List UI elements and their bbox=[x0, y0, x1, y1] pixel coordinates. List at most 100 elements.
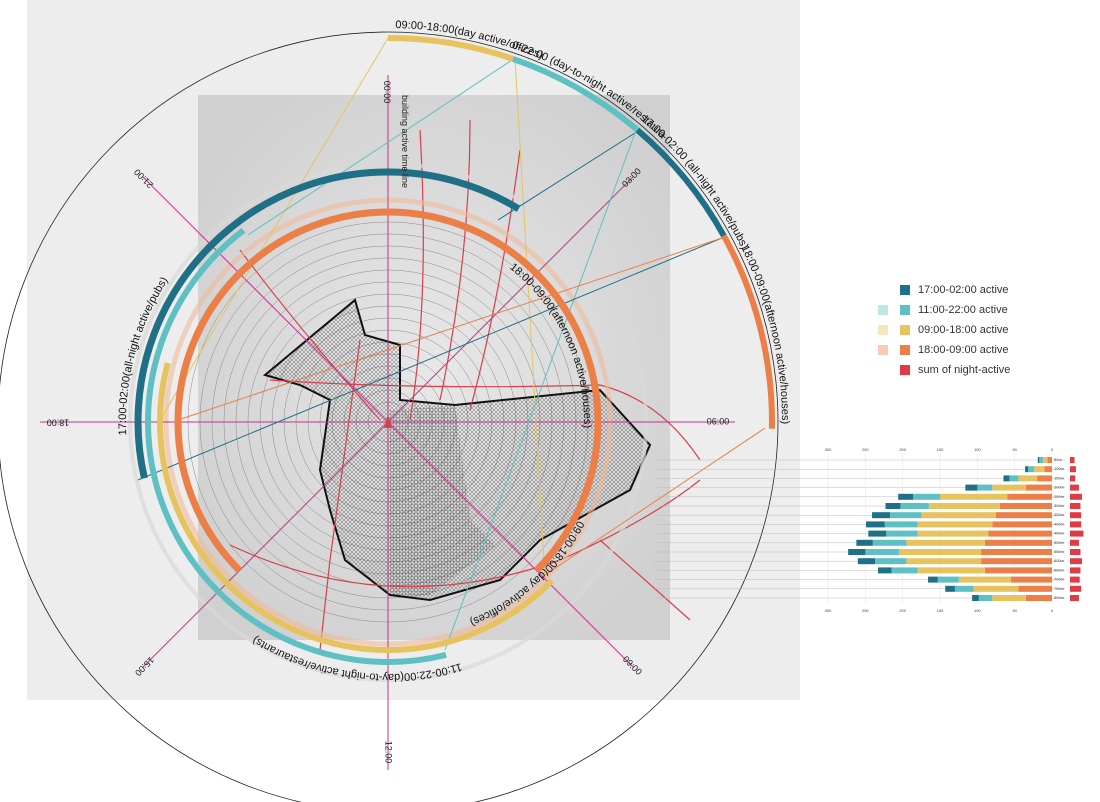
outer-circle bbox=[0, 31, 779, 802]
time-label: 18:00 bbox=[47, 418, 70, 428]
category-label: 250m bbox=[1054, 494, 1065, 499]
bar-segment bbox=[898, 493, 914, 500]
bar-segment bbox=[921, 512, 996, 519]
bar-segment bbox=[900, 503, 929, 509]
x-tick-label: 300 bbox=[825, 608, 832, 613]
legend-label: 11:00-22:00 active bbox=[918, 304, 1008, 316]
x-tick-label: 50 bbox=[1012, 608, 1017, 613]
category-label: 700m bbox=[1054, 577, 1065, 582]
bar-segment bbox=[917, 530, 989, 537]
x-tick-label: 100 bbox=[974, 608, 981, 613]
night-bar bbox=[1070, 512, 1082, 519]
x-tick-label: 0 bbox=[1051, 608, 1054, 613]
bar-segment bbox=[875, 558, 907, 565]
category-label: 50m bbox=[1054, 457, 1062, 462]
bar-segment bbox=[1037, 457, 1040, 463]
category-label: 800m bbox=[1054, 595, 1065, 600]
bar-segment bbox=[1044, 466, 1052, 473]
ring-arc bbox=[512, 56, 640, 133]
ring-arc bbox=[145, 227, 447, 665]
bar-segment bbox=[878, 567, 892, 574]
bar-segment bbox=[898, 549, 982, 555]
x-tick-label: 200 bbox=[899, 447, 906, 452]
night-bar bbox=[1070, 595, 1079, 601]
legend-label: 18:00-09:00 active bbox=[918, 344, 1009, 356]
x-tick-label: 200 bbox=[899, 608, 906, 613]
category-label: 150m bbox=[1054, 475, 1065, 480]
category-label: 200m bbox=[1054, 485, 1065, 490]
night-bar bbox=[1070, 493, 1082, 500]
dense-block bbox=[390, 405, 495, 595]
legend-swatch-light bbox=[878, 325, 888, 335]
category-label: 400m bbox=[1054, 521, 1065, 526]
bar-segment bbox=[1018, 475, 1038, 482]
night-bar bbox=[1070, 521, 1082, 528]
legend-swatch bbox=[900, 305, 910, 315]
bar-segment bbox=[1037, 475, 1052, 482]
category-label: 300m bbox=[1054, 503, 1065, 508]
connector-lines bbox=[137, 37, 766, 651]
bar-segment bbox=[1043, 457, 1048, 463]
bar-segment bbox=[906, 558, 982, 565]
legend-swatch-light bbox=[878, 345, 888, 355]
night-bar bbox=[1070, 466, 1076, 473]
night-bar bbox=[1070, 530, 1084, 537]
bar-segment bbox=[1028, 466, 1035, 473]
night-bar bbox=[1070, 576, 1080, 583]
category-label: 500m bbox=[1054, 540, 1065, 545]
legend-label: 09:00-18:00 active bbox=[918, 324, 1009, 336]
bar-segment bbox=[917, 567, 985, 574]
bar-segment bbox=[972, 595, 979, 601]
night-bar bbox=[1070, 567, 1081, 574]
x-tick-label: 50 bbox=[1012, 447, 1017, 452]
night-bar bbox=[1070, 549, 1081, 555]
category-label: 350m bbox=[1054, 512, 1065, 517]
time-label: 12:00 bbox=[384, 741, 394, 764]
x-tick-label: 250 bbox=[862, 608, 869, 613]
x-tick-label: 300 bbox=[825, 447, 832, 452]
legend-swatch-light bbox=[878, 305, 888, 315]
ring-arc bbox=[721, 234, 775, 429]
category-label: 650m bbox=[1054, 567, 1065, 572]
bar-segment bbox=[857, 558, 876, 565]
night-bar bbox=[1070, 558, 1082, 565]
legend-swatch bbox=[900, 365, 910, 375]
bar-segment bbox=[1039, 457, 1044, 463]
bar-segment bbox=[981, 558, 1052, 565]
category-label: 550m bbox=[1054, 549, 1065, 554]
bar-segment bbox=[885, 503, 901, 509]
roads bbox=[229, 119, 701, 651]
category-label: 100m bbox=[1054, 466, 1065, 471]
bar-segment bbox=[937, 576, 959, 583]
bar-segment bbox=[999, 503, 1052, 509]
bar-segment bbox=[868, 530, 887, 537]
ring-arc bbox=[134, 168, 521, 480]
x-tick-label: 100 bbox=[974, 447, 981, 452]
legend: 17:00-02:00 active 11:00-22:00 active 09:0… bbox=[878, 284, 1010, 376]
legend-swatch bbox=[900, 325, 910, 335]
bar-segment bbox=[992, 521, 1052, 528]
bar-segment bbox=[996, 512, 1052, 519]
night-bar bbox=[1070, 475, 1076, 482]
bar-segment bbox=[1018, 585, 1052, 592]
bar-segment bbox=[856, 539, 873, 546]
bar-segment bbox=[981, 549, 1052, 555]
ring-arc bbox=[157, 362, 555, 653]
bar-chart: 30030025025020020015015010010050500050m1… bbox=[825, 447, 1084, 613]
bar-segment bbox=[1034, 466, 1045, 473]
x-tick-label: 150 bbox=[937, 447, 944, 452]
legend-label: 17:00-02:00 active bbox=[918, 284, 1009, 296]
night-bar bbox=[1070, 585, 1082, 592]
bar-segment bbox=[1025, 466, 1029, 473]
bar-segment bbox=[1003, 475, 1010, 482]
bar-segment bbox=[865, 549, 899, 555]
bar-segment bbox=[977, 484, 993, 491]
bar-segment bbox=[940, 493, 1008, 500]
bar-segment bbox=[886, 530, 918, 537]
night-bar bbox=[1070, 539, 1079, 546]
bar-segment bbox=[1009, 475, 1019, 482]
bar-segment bbox=[872, 512, 890, 519]
night-bar bbox=[1070, 484, 1079, 491]
category-label: 600m bbox=[1054, 558, 1065, 563]
bar-segment bbox=[872, 539, 907, 546]
